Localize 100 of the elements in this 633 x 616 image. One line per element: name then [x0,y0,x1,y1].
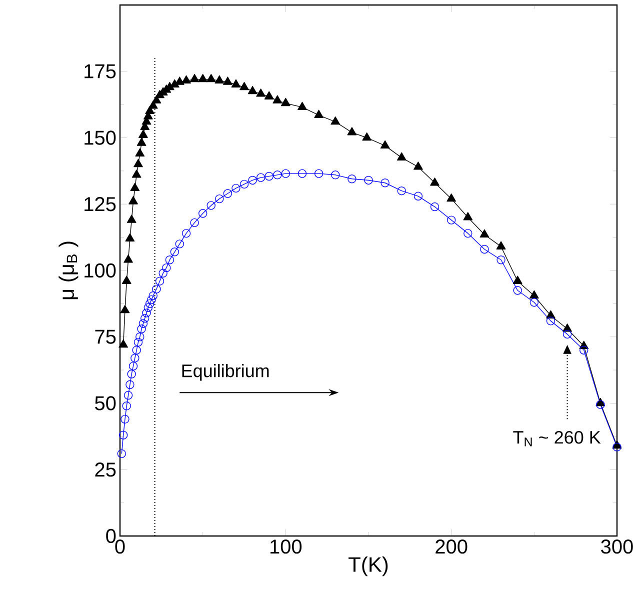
point [430,178,440,186]
point [496,241,506,250]
point [256,88,266,97]
point [134,338,143,347]
point [138,319,148,328]
point [232,184,240,193]
point [127,370,136,378]
point [125,233,135,242]
point [248,176,257,185]
point [364,176,373,185]
point [214,75,224,84]
point [430,202,440,212]
point [148,291,158,300]
x-tick-label: 300 [601,540,633,554]
point [264,91,274,100]
point [446,193,456,202]
point [512,276,522,284]
point [124,390,133,400]
point [215,194,224,204]
y-axis-title: μ (μ$_{B}$ ) [58,242,78,300]
point [155,276,164,286]
point [145,299,154,308]
point [132,170,142,178]
point [122,402,131,410]
point [231,79,241,88]
annotation: T$_{N}$ ~ 260 K [513,430,601,446]
point [126,214,136,223]
point [158,268,168,278]
y-tick-label: 75 [95,330,116,344]
point [130,182,140,192]
y-tick-label: 100 [84,263,116,278]
point [580,346,588,354]
point [128,362,138,370]
point [136,138,146,146]
point [380,178,390,188]
point [330,116,340,125]
point [347,127,357,136]
x-tick-label: 0 [115,540,125,554]
y-tick-label: 175 [84,64,116,78]
point [182,75,191,84]
y-tick-label: 25 [95,462,116,477]
point [464,228,472,238]
point [348,174,356,184]
point [126,380,134,389]
point [223,189,232,198]
point [117,449,126,458]
point [118,430,128,440]
point [223,76,232,85]
point [480,229,490,238]
point [206,74,216,82]
point [362,132,372,141]
point [135,148,145,157]
y-tick-label: 125 [84,197,116,212]
x-tick-label: 200 [436,540,468,554]
point [132,346,141,354]
point [138,130,148,138]
point [414,162,423,170]
point [198,209,208,218]
point [128,196,138,204]
point [170,248,180,256]
point [165,256,174,264]
point [140,314,150,323]
point [152,284,161,294]
point [446,216,456,224]
point [530,298,539,307]
point [206,201,216,210]
point [612,442,622,452]
point [142,308,151,318]
point [190,74,200,82]
point [281,169,290,178]
point [298,169,307,178]
point [280,98,290,106]
point [120,304,130,314]
point [314,169,324,178]
y-tick-label: 150 [84,130,116,145]
point [175,240,184,248]
point [122,276,132,284]
point [147,295,156,304]
point [118,339,128,348]
point [240,82,249,90]
annotation: Equilibrium [182,364,269,381]
point [596,400,605,409]
x-tick-label: 100 [270,540,302,554]
point [272,95,282,104]
point [331,170,340,180]
point [546,316,556,326]
point [240,180,249,189]
x-axis-title: T(K) [348,556,388,576]
point [162,263,171,272]
point [256,173,266,182]
point [248,86,258,94]
point [198,74,208,82]
point [480,244,489,254]
point [273,170,282,180]
point [396,152,406,161]
point [137,324,146,334]
point [529,290,539,299]
point [136,332,144,342]
point [264,172,274,181]
point [562,330,572,339]
